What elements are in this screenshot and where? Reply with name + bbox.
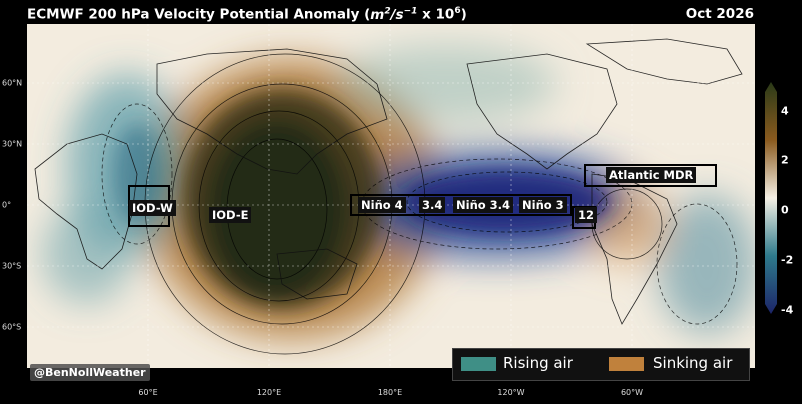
colorbar — [765, 82, 777, 314]
colorbar-tick-2: 2 — [781, 153, 789, 167]
region-label-nino34-short: 3.4 — [419, 197, 446, 213]
map-title: ECMWF 200 hPa Velocity Potential Anomaly… — [27, 6, 467, 23]
region-label-atlantic-mdr: Atlantic MDR — [606, 167, 697, 183]
lat-label-30n: 30°N — [2, 139, 23, 149]
colorbar-tick-4: 4 — [781, 104, 789, 118]
region-box-atlantic-mdr — [584, 164, 717, 187]
velocity-potential-map — [27, 24, 755, 368]
region-box-nino — [350, 194, 572, 216]
lon-label-60e: 60°E — [138, 388, 158, 397]
anomaly-field — [27, 24, 755, 368]
region-label-nino3: Niño 3 — [519, 197, 567, 213]
forecast-date: Oct 2026 — [685, 6, 754, 22]
region-label-nino34: Niño 3.4 — [453, 197, 514, 213]
map-legend: Rising air Sinking air — [452, 348, 750, 381]
lat-label-30s: 30°S — [2, 261, 22, 271]
sinking-air-swatch — [609, 357, 644, 371]
rising-air-swatch — [461, 357, 496, 371]
colorbar-tick-neg4: -4 — [781, 303, 794, 317]
lon-label-60w: 60°W — [620, 388, 644, 397]
colorbar-tick-neg2: -2 — [781, 253, 794, 267]
lat-label-0: 0° — [2, 200, 12, 210]
credit-badge: @BenNollWeather — [30, 364, 150, 381]
region-label-nino4: Niño 4 — [358, 197, 406, 213]
lon-label-180e: 180°E — [377, 388, 403, 397]
lon-label-120w: 120°W — [497, 388, 525, 397]
region-label-iod-e: IOD-E — [209, 207, 252, 223]
region-label-iod-w: IOD-W — [129, 200, 176, 216]
lat-label-60s: 60°S — [2, 322, 22, 332]
rising-air-label: Rising air — [503, 354, 573, 372]
region-label-nino12: 12 — [575, 207, 598, 223]
lat-label-60n: 60°N — [2, 78, 23, 88]
lon-label-120e: 120°E — [256, 388, 282, 397]
colorbar-tick-0: 0 — [781, 203, 789, 217]
sinking-air-label: Sinking air — [653, 354, 733, 372]
